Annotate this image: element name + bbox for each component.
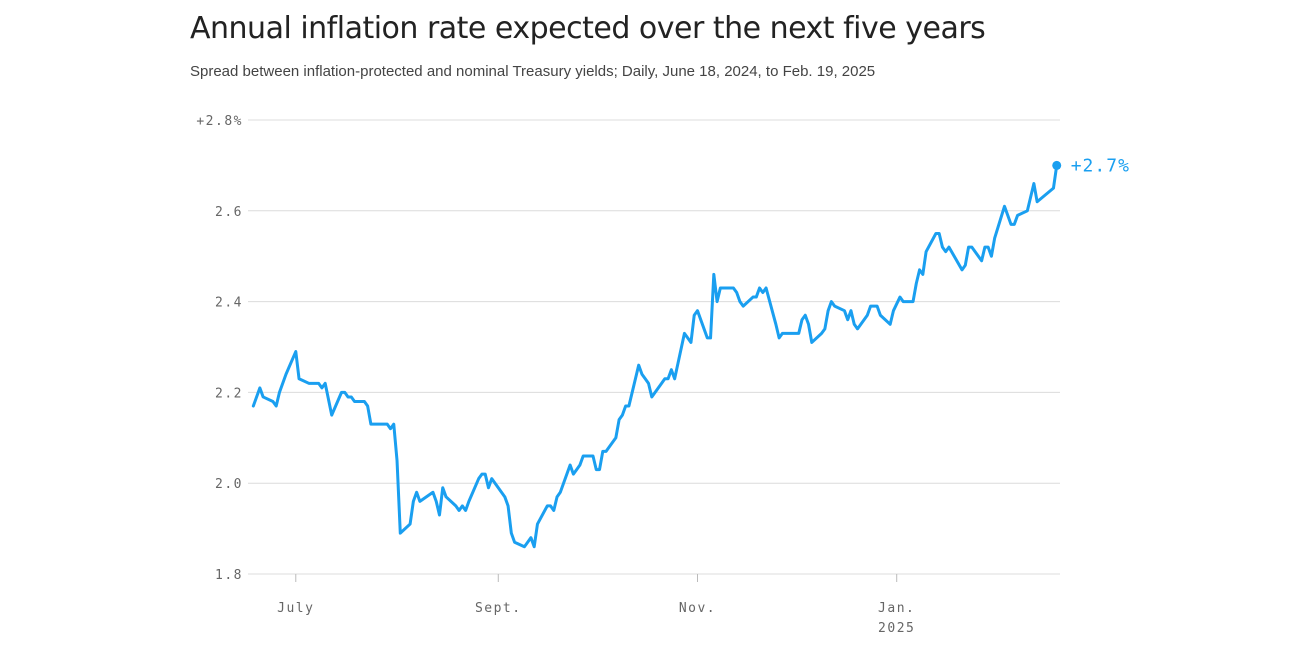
- end-point: [1052, 160, 1062, 170]
- x-tick-label: July: [277, 601, 314, 616]
- chart-subtitle: Spread between inflation-protected and n…: [190, 63, 875, 80]
- x-tick-label: Jan.: [878, 601, 915, 616]
- y-tick-label: 2.4: [215, 296, 243, 311]
- y-tick-label: 2.2: [215, 386, 243, 401]
- y-tick-label: 2.0: [215, 477, 243, 492]
- y-tick-label: 1.8: [215, 568, 243, 583]
- y-tick-label: +2.8%: [196, 114, 243, 129]
- x-tick-label: Sept.: [475, 601, 522, 616]
- chart-title: Annual inflation rate expected over the …: [190, 11, 985, 46]
- x-tick-label: Nov.: [679, 601, 716, 616]
- data-line: [251, 163, 1059, 549]
- x-tick-sublabel: 2025: [878, 621, 915, 636]
- end-label: +2.7%: [1071, 155, 1130, 176]
- y-tick-label: 2.6: [215, 205, 243, 220]
